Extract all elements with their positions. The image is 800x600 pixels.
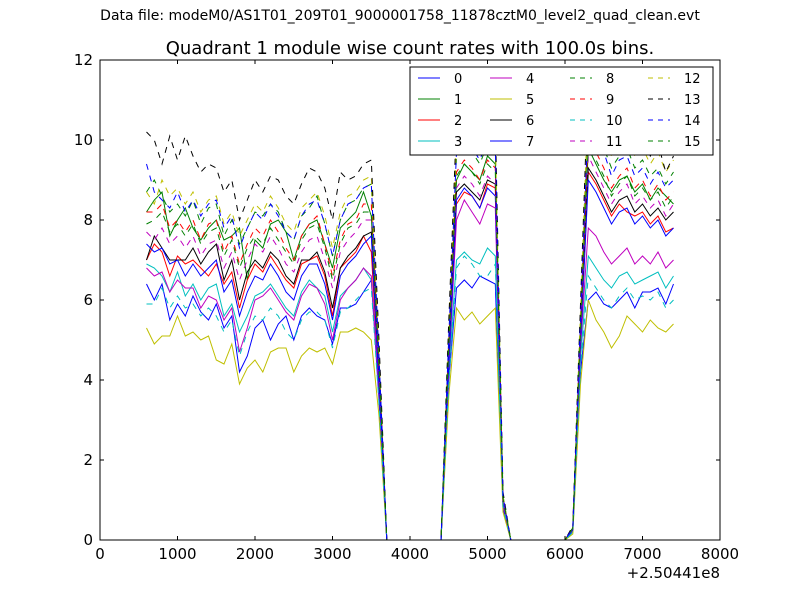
series-line-4 xyxy=(146,198,674,541)
legend-label: 6 xyxy=(526,114,534,129)
legend-label: 0 xyxy=(454,72,462,87)
series-line-14 xyxy=(146,115,674,541)
legend-frame xyxy=(409,66,714,156)
legend-entry-4: 4 xyxy=(490,72,534,87)
legend-entry-9: 9 xyxy=(570,93,614,108)
y-tick-label: 0 xyxy=(83,531,93,549)
legend-label: 5 xyxy=(526,93,534,108)
x-tick-label: 3000 xyxy=(313,545,351,563)
legend-label: 12 xyxy=(684,72,701,87)
x-tick-label: 8000 xyxy=(701,545,739,563)
x-tick-label: 4000 xyxy=(391,545,429,563)
legend-entry-10: 10 xyxy=(570,114,623,129)
y-tick-label: 4 xyxy=(83,371,93,389)
legend-label: 13 xyxy=(684,93,701,108)
series-line-5 xyxy=(146,299,674,541)
legend-entry-3: 3 xyxy=(418,135,462,150)
x-tick-label: 1000 xyxy=(158,545,196,563)
series-line-10 xyxy=(146,255,674,541)
y-tick-label: 10 xyxy=(74,131,93,149)
legend-entry-13: 13 xyxy=(648,93,701,108)
series-line-8 xyxy=(146,103,674,541)
series-line-9 xyxy=(146,131,674,541)
legend-label: 7 xyxy=(526,135,534,150)
legend-label: 15 xyxy=(684,135,701,150)
legend-label: 11 xyxy=(606,135,623,150)
axis-layer: 0 1000 2000 3000 4000 5000 6000 7000 80000246810… xyxy=(74,51,739,563)
x-offset-label: +2.50441e8 xyxy=(627,564,720,582)
y-tick-label: 6 xyxy=(83,291,93,309)
legend-entry-6: 6 xyxy=(490,114,534,129)
x-tick-label: 6000 xyxy=(546,545,584,563)
legend-label: 14 xyxy=(684,114,701,129)
legend-entry-7: 7 xyxy=(490,135,534,150)
legend-label: 3 xyxy=(454,135,462,150)
legend-entry-2: 2 xyxy=(418,114,462,129)
legend-entry-15: 15 xyxy=(648,135,701,150)
legend-label: 4 xyxy=(526,72,534,87)
series-line-15 xyxy=(146,143,674,541)
x-tick-label: 5000 xyxy=(468,545,506,563)
legend-label: 9 xyxy=(606,93,614,108)
x-tick-label: 2000 xyxy=(236,545,274,563)
series-line-6 xyxy=(146,166,674,541)
series-line-11 xyxy=(146,155,674,541)
suptitle: Data file: modeM0/AS1T01_209T01_90000017… xyxy=(100,8,700,24)
series-line-1 xyxy=(146,147,674,541)
legend-entry-5: 5 xyxy=(490,93,534,108)
legend-label: 1 xyxy=(454,93,462,108)
y-tick-label: 12 xyxy=(74,51,93,69)
legend-label: 10 xyxy=(606,114,623,129)
legend-entry-11: 11 xyxy=(570,135,623,150)
series-line-2 xyxy=(146,170,674,541)
legend-entry-0: 0 xyxy=(418,72,462,87)
legend-entry-1: 1 xyxy=(418,93,462,108)
y-tick-label: 8 xyxy=(83,211,93,229)
legend-entry-12: 12 xyxy=(648,72,701,87)
y-tick-label: 2 xyxy=(83,451,93,469)
x-tick-label: 0 xyxy=(95,545,105,563)
series-line-3 xyxy=(146,247,674,541)
legend-entry-14: 14 xyxy=(648,114,701,129)
chart-title: Quadrant 1 module wise count rates with … xyxy=(166,38,655,59)
legend-entry-8: 8 xyxy=(570,72,614,87)
x-tick-label: 7000 xyxy=(623,545,661,563)
legend-label: 2 xyxy=(454,114,462,129)
legend-label: 8 xyxy=(606,72,614,87)
